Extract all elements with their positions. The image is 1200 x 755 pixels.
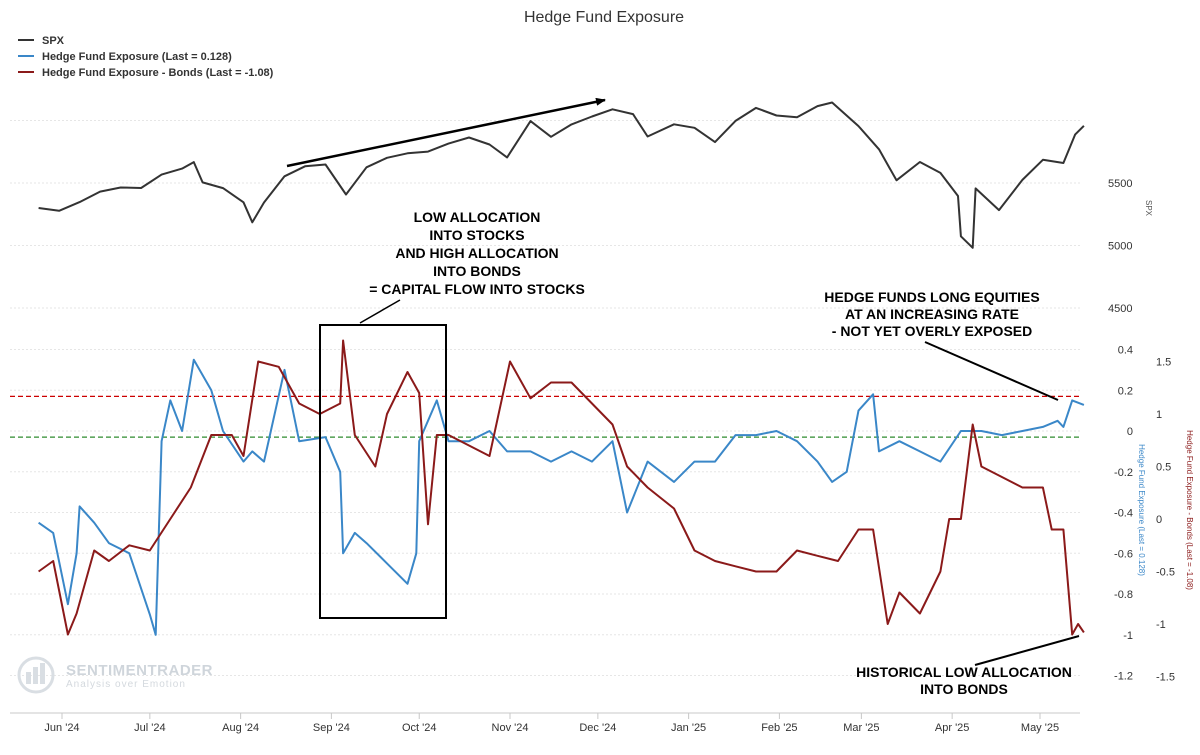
annotation-capital-flow: LOW ALLOCATION INTO STOCKS AND HIGH ALLOCA… (369, 209, 585, 297)
exposure-tick-label: 0 (1127, 426, 1133, 438)
legend-label: SPX (42, 35, 65, 47)
bonds-tick-label: -0.5 (1156, 567, 1175, 579)
annotation-line: = CAPITAL FLOW INTO STOCKS (369, 281, 585, 297)
annotation-line: INTO STOCKS (429, 227, 524, 243)
watermark-bar-3 (40, 663, 45, 684)
bonds-tick-label: 0.5 (1156, 462, 1171, 474)
exposure-tick-label: 0.2 (1118, 385, 1133, 397)
annotation-line: LOW ALLOCATION (414, 209, 541, 225)
x-tick-label: Jun '24 (44, 722, 79, 734)
exposure-tick-label: -0.6 (1114, 548, 1133, 560)
spx-axis-title: SPX (1144, 200, 1153, 217)
x-axis-ticks: Jun '24 Jul '24 Aug '24 Sep '24 Oct '24 Nov '… (44, 713, 1059, 734)
highlight-box (319, 324, 447, 619)
trend-arrow (286, 97, 606, 168)
exposure-tick-label: -1 (1123, 630, 1133, 642)
annotation-line: AT AN INCREASING RATE (845, 306, 1019, 322)
exposure-tick-label: -1.2 (1114, 671, 1133, 683)
series-line-exposure (38, 358, 1085, 636)
long-equities-callout-line (924, 341, 1059, 401)
exposure-tick-label: -0.8 (1114, 589, 1133, 601)
annotation-line: HEDGE FUNDS LONG EQUITIES (824, 289, 1039, 305)
x-tick-label: Sep '24 (313, 722, 350, 734)
bonds-axis-title: Hedge Fund Exposure - Bonds (Last = -1.0… (1185, 430, 1194, 590)
watermark-tagline: Analysis over Emotion (66, 679, 186, 690)
annotation-line: INTO BONDS (920, 681, 1008, 697)
annotation-line: INTO BONDS (433, 263, 521, 279)
x-tick-label: Oct '24 (402, 722, 437, 734)
annotation-line: AND HIGH ALLOCATION (395, 245, 558, 261)
bonds-tick-label: 1 (1156, 409, 1162, 421)
spx-tick-label: 4500 (1108, 303, 1132, 315)
bonds-tick-label: 0 (1156, 514, 1162, 526)
x-tick-label: May '25 (1021, 722, 1059, 734)
x-tick-label: Apr '25 (935, 722, 970, 734)
x-tick-label: Dec '24 (579, 722, 616, 734)
exposure-tick-label: -0.2 (1114, 467, 1133, 479)
x-tick-label: Feb '25 (761, 722, 797, 734)
spx-tick-label: 5000 (1108, 241, 1132, 253)
exposure-axis-title: Hedge Fund Exposure (Last = 0.128) (1137, 444, 1146, 576)
watermark: SENTIMENTRADER Analysis over Emotion (17, 656, 213, 694)
annotation-line: HISTORICAL LOW ALLOCATION (856, 664, 1072, 680)
y-axes: 5500 5000 4500 0.4 0.2 0 -0.2 -0.4 -0.6 -0.8 -1 -1.… (1108, 178, 1194, 684)
low-bonds-callout-line (974, 635, 1080, 666)
series-layer (38, 101, 1085, 636)
watermark-bar-2 (33, 667, 38, 684)
x-tick-label: Nov '24 (492, 722, 529, 734)
watermark-logo-icon (17, 656, 55, 694)
legend-label: Hedge Fund Exposure (Last = 0.128) (42, 51, 232, 63)
exposure-tick-label: -0.4 (1114, 508, 1133, 520)
x-tick-label: Aug '24 (222, 722, 259, 734)
watermark-name: SENTIMENTRADER (66, 662, 213, 679)
series-line-bonds (38, 339, 1085, 636)
bonds-tick-label: -1 (1156, 619, 1166, 631)
series-line-spx (38, 101, 1085, 249)
bonds-tick-label: 1.5 (1156, 357, 1171, 369)
chart-title: Hedge Fund Exposure (524, 9, 684, 26)
spx-tick-label: 5500 (1108, 178, 1132, 190)
watermark-bar-1 (26, 672, 31, 684)
legend: SPX Hedge Fund Exposure (Last = 0.128) Hed… (18, 35, 274, 79)
box-callout-line (359, 299, 401, 324)
annotation-line: - NOT YET OVERLY EXPOSED (832, 323, 1032, 339)
bonds-tick-label: -1.5 (1156, 672, 1175, 684)
x-tick-label: Mar '25 (843, 722, 879, 734)
exposure-tick-label: 0.4 (1118, 345, 1133, 357)
x-tick-label: Jul '24 (134, 722, 165, 734)
x-tick-label: Jan '25 (671, 722, 706, 734)
legend-label: Hedge Fund Exposure - Bonds (Last = -1.0… (42, 67, 274, 79)
